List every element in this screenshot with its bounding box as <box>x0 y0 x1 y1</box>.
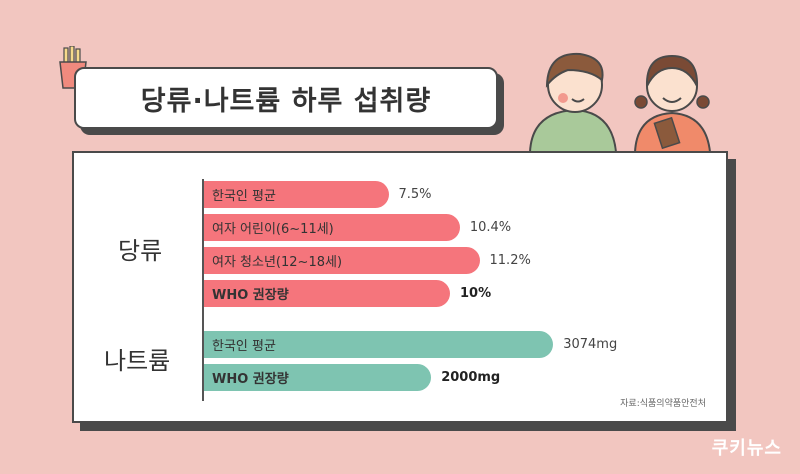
sugar-bar-1: 여자 어린이(6~11세) <box>204 214 460 241</box>
source-note: 자료:식품의약품안전처 <box>620 399 706 409</box>
sugar-value-label-0: 7.5% <box>398 187 432 202</box>
sugar-value-label-1: 10.4% <box>469 220 512 235</box>
sodium-value-label-1: 2000mg <box>441 370 501 385</box>
brand-logo: 쿠키뉴스 <box>711 438 782 459</box>
children-illustration-icon <box>528 52 712 153</box>
chart-card: 당류 나트륨 한국인 평균 7.5% 여자 어린이(6~11세) 10.4% 여자 청소… <box>72 151 728 423</box>
sodium-value-label-0: 3074mg <box>563 337 618 352</box>
sugar-bar-0: 한국인 평균 <box>204 181 389 208</box>
title-box: 당류·나트륨 하루 섭취량 <box>74 67 498 129</box>
page-title: 당류·나트륨 하루 섭취량 <box>140 85 432 117</box>
group-label-sodium: 나트륨 <box>104 347 171 375</box>
sodium-bar-1: WHO 권장량 <box>204 364 432 391</box>
sugar-value-label-2: 11.2% <box>489 253 531 268</box>
sugar-bar-3: WHO 권장량 <box>204 280 450 307</box>
chart-axis <box>202 179 204 401</box>
sugar-bar-2: 여자 청소년(12~18세) <box>204 247 480 274</box>
sodium-bar-0: 한국인 평균 <box>204 331 554 358</box>
sugar-value-label-3: 10% <box>460 286 492 301</box>
group-label-sugar: 당류 <box>118 237 163 265</box>
